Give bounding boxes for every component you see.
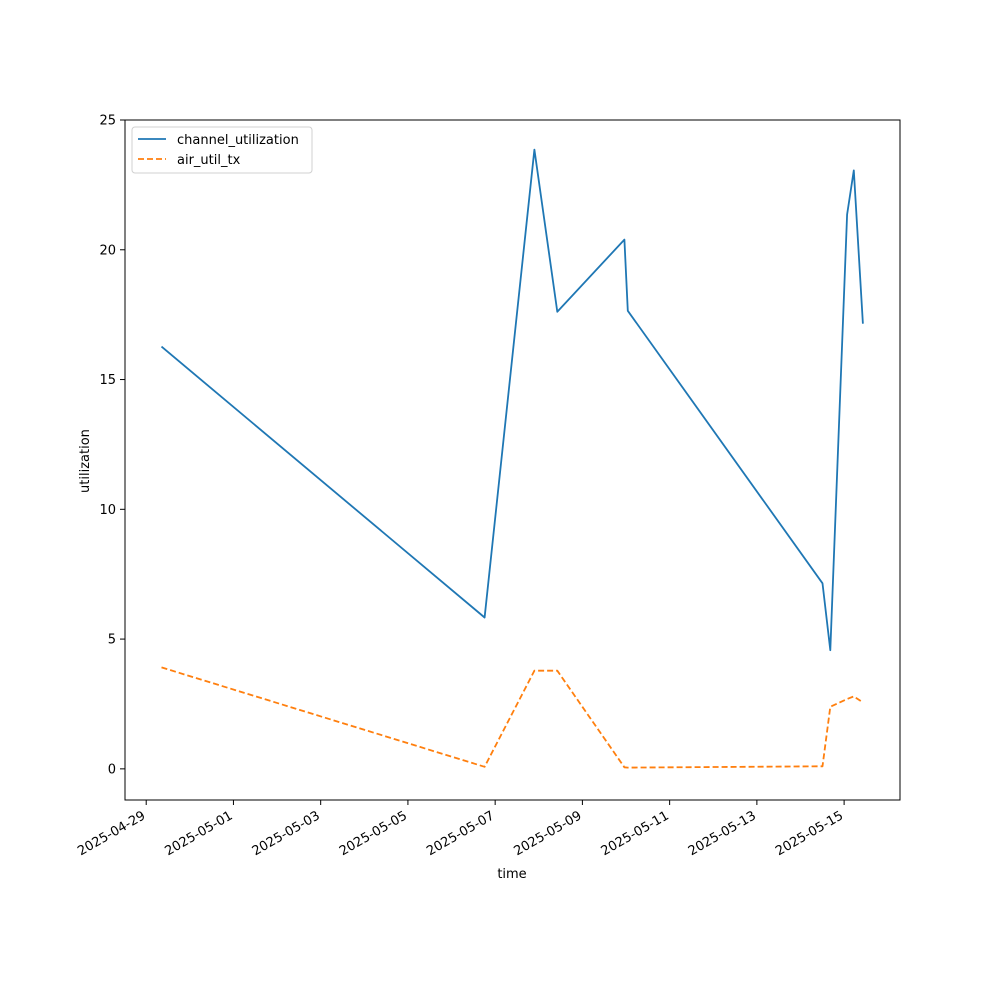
y-axis-title: utilization	[78, 429, 93, 493]
legend: channel_utilization air_util_tx	[131, 126, 313, 174]
y-tick-label: 5	[108, 633, 116, 648]
y-tick-label: 20	[99, 243, 116, 258]
y-tick-label: 25	[99, 114, 116, 129]
series-line-air-util-tx	[161, 666, 864, 769]
legend-label-air-util-tx: air_util_tx	[177, 153, 241, 168]
y-tick-label: 15	[99, 373, 116, 388]
x-axis-title: time	[497, 867, 526, 882]
series-layer	[160, 148, 864, 769]
series-line-channel-utilization	[160, 148, 864, 652]
y-axis-ticks: 0 5 10 15 20 25	[99, 114, 125, 777]
y-tick-label: 10	[99, 503, 116, 518]
plot-frame	[124, 119, 901, 801]
y-tick-label: 0	[108, 762, 116, 777]
legend-box	[131, 126, 313, 174]
legend-label-channel-utilization: channel_utilization	[177, 133, 299, 148]
